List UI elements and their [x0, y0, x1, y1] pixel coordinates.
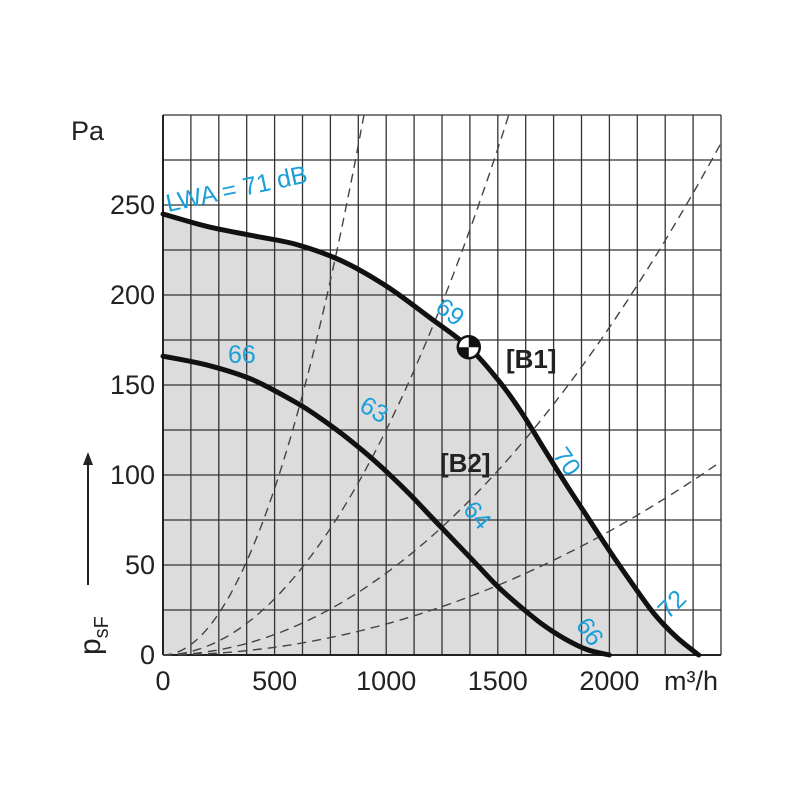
y-tick-label: 0	[140, 640, 155, 670]
y-axis-arrow-head	[83, 452, 93, 465]
x-tick-label: 1000	[356, 666, 416, 696]
y-tick-label: 50	[125, 550, 155, 580]
system-curve	[163, 460, 721, 656]
system-curves	[163, 115, 721, 656]
x-tick-labels: 0 500 1000 1500 2000	[155, 666, 639, 696]
series-label-b2: [B2]	[440, 448, 491, 478]
curve-b1	[160, 211, 702, 658]
y-axis-title-main: p	[74, 638, 107, 655]
x-tick-label: 2000	[579, 666, 639, 696]
x-tick-label: 0	[155, 666, 170, 696]
operating-point-quadrant	[468, 336, 480, 348]
system-curve	[163, 142, 721, 656]
y-axis-title: psF	[74, 616, 113, 655]
curve-b2	[160, 353, 612, 658]
x-tick-label: 500	[252, 666, 297, 696]
sound-power-label: LWA = 71 dB	[163, 161, 310, 218]
svg-text:psF: psF	[74, 616, 113, 655]
x-tick-label: 1500	[468, 666, 528, 696]
sound-power-label: 66	[228, 341, 256, 369]
y-tick-labels: 0 50 100 150 200 250	[110, 190, 155, 670]
operating-point-marker	[456, 334, 482, 360]
x-unit-label: m³/h	[664, 666, 718, 696]
grid	[162, 114, 722, 656]
y-tick-label: 150	[110, 370, 155, 400]
y-axis-title-sub: sF	[91, 616, 113, 638]
y-tick-label: 250	[110, 190, 155, 220]
y-unit-label: Pa	[71, 116, 105, 146]
y-tick-label: 100	[110, 460, 155, 490]
operating-range-area	[163, 214, 699, 655]
y-tick-label: 200	[110, 280, 155, 310]
system-curve	[163, 115, 510, 656]
series-label-b1: [B1]	[506, 344, 557, 374]
operating-point-quadrant	[457, 347, 469, 359]
